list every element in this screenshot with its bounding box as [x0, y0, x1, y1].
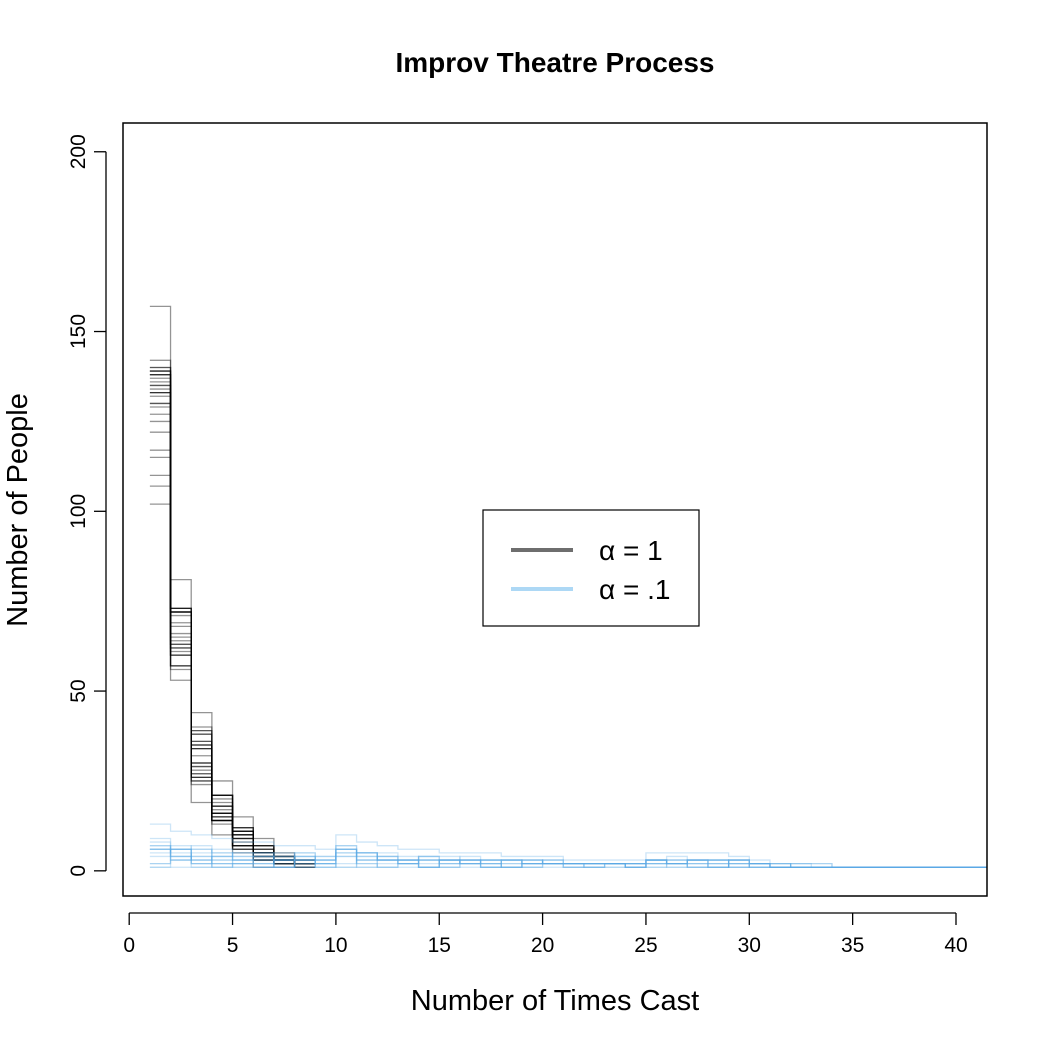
series-alpha_0.1-run-7: [149, 848, 987, 868]
series-alpha_1-run-4: [149, 388, 316, 865]
series-alpha_1-run-14: [149, 359, 316, 865]
legend: α = 1 α = .1: [482, 509, 700, 627]
series-alpha_1-run-24: [149, 402, 316, 865]
series-alpha_1-run-2: [149, 503, 316, 868]
series-alpha_0.1-run-11: [149, 845, 987, 868]
series-alpha_1-run-28: [149, 381, 316, 865]
series-alpha_0.1-run-1: [149, 823, 987, 868]
series-alpha_1-run-23: [149, 392, 316, 861]
series-alpha_0.1-run-6: [149, 848, 987, 868]
series-alpha_1-run-20: [149, 420, 316, 868]
series-alpha_1-run-21: [149, 374, 316, 865]
y-tick-label: 150: [67, 314, 90, 349]
series-alpha_1-run-8: [149, 392, 316, 865]
series-alpha_1-run-9: [149, 370, 316, 865]
y-axis: 0 50 100 150 200: [67, 134, 107, 877]
series-alpha_1-run-6: [149, 366, 316, 865]
series-alpha_1-run-25: [149, 384, 316, 865]
y-tick-label: 100: [67, 494, 90, 529]
plot-frame: [122, 122, 988, 897]
x-axis: 0 5 10 15 20 25 30 35 40: [123, 912, 968, 957]
series-alpha_0.1-run-12: [149, 848, 987, 868]
series-alpha_1-run-27: [149, 456, 316, 865]
y-tick-label: 0: [67, 865, 90, 877]
series-alpha_1-run-7: [149, 377, 316, 865]
series-alpha_1-run-1: [149, 305, 316, 861]
series-alpha_1-run-29: [149, 392, 316, 868]
legend-label-alpha-1: α = 1: [599, 535, 663, 566]
x-tick-label: 0: [123, 934, 135, 957]
y-axis-label: Number of People: [2, 393, 34, 627]
series-alpha_1-run-15: [149, 370, 316, 865]
x-tick-label: 20: [531, 934, 554, 957]
series-alpha_1-run-26: [149, 413, 316, 865]
series-alpha_1-run-18: [149, 402, 316, 865]
series-alpha_1-run-3: [149, 485, 316, 865]
chart-title: Improv Theatre Process: [395, 47, 714, 78]
x-tick-label: 40: [944, 934, 967, 957]
series-alpha_1-run-12: [149, 366, 316, 865]
series-alpha_1-run-17: [149, 374, 316, 865]
series-alpha_0.1-run-14: [149, 848, 987, 868]
series-alpha_0.1-run-3: [149, 837, 987, 868]
x-tick-label: 5: [227, 934, 239, 957]
x-tick-label: 25: [634, 934, 657, 957]
series-layer: [149, 305, 987, 868]
series-alpha_0.1-run-9: [149, 845, 987, 868]
series-alpha_0.1-run-8: [149, 848, 987, 868]
series-alpha_1-run-19: [149, 449, 316, 865]
x-axis-label: Number of Times Cast: [411, 985, 699, 1017]
series-alpha_0.1-run-5: [149, 848, 987, 868]
series-alpha_0.1-run-10: [149, 848, 987, 868]
series-alpha_0.1-run-13: [149, 841, 987, 868]
legend-label-alpha-0-1: α = .1: [599, 574, 670, 605]
series-alpha_1-run-22: [149, 374, 316, 865]
series-alpha_0.1-run-4: [149, 848, 987, 868]
series-alpha_1-run-30: [149, 406, 316, 865]
series-alpha_1-run-5: [149, 395, 316, 865]
y-tick-label: 200: [67, 134, 90, 169]
x-tick-label: 35: [841, 934, 864, 957]
series-alpha_1-run-13: [149, 384, 316, 868]
x-tick-label: 10: [324, 934, 347, 957]
x-tick-label: 15: [428, 934, 451, 957]
series-alpha_0.1-run-15: [149, 845, 987, 868]
x-tick-label: 30: [738, 934, 761, 957]
legend-box: [482, 509, 700, 627]
y-tick-label: 50: [67, 679, 90, 702]
series-alpha_1-run-11: [149, 370, 316, 865]
series-alpha_1-run-10: [149, 431, 316, 865]
series-alpha_1-run-16: [149, 474, 316, 865]
